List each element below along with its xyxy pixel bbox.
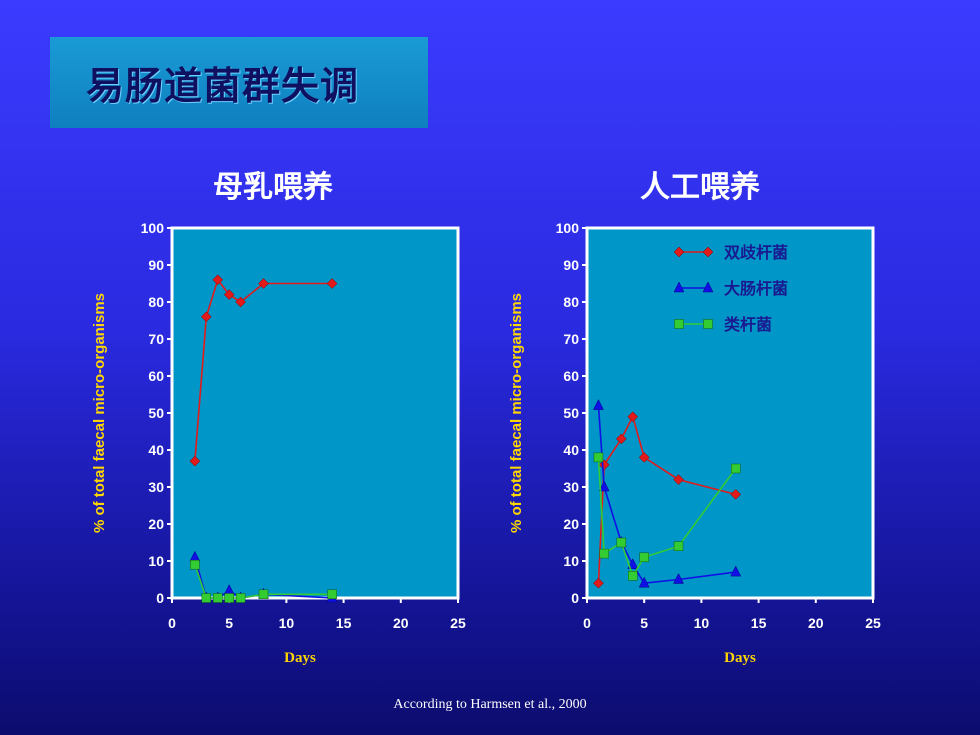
y-tick-label: 20 (563, 516, 579, 532)
y-tick-label: 70 (148, 331, 164, 347)
x-tick-label: 10 (694, 615, 710, 631)
y-tick-label: 100 (141, 220, 165, 236)
data-point-bacteroides (730, 463, 741, 474)
data-point-coli (598, 480, 610, 492)
y-tick-label: 40 (563, 442, 579, 458)
slide-title: 易肠道菌群失调 (86, 64, 360, 108)
y-tick-label: 100 (556, 220, 580, 236)
y-tick-label: 20 (148, 516, 164, 532)
chart-1: 0 10 20 30 40 50 60 70 80 90 100 0 5 10 15 20 25 % of tot… (508, 220, 881, 666)
legend-marker-bifido (673, 246, 685, 258)
data-point-bifido (593, 577, 604, 589)
data-point-bacteroides (201, 593, 212, 603)
data-point-bacteroides (224, 593, 234, 603)
data-point-bacteroides (616, 537, 627, 548)
y-tick-label: 30 (148, 479, 164, 495)
x-tick-label: 20 (808, 615, 824, 631)
x-tick-label: 15 (751, 615, 767, 631)
data-point-bacteroides (639, 552, 649, 563)
data-point-bifido (258, 278, 269, 289)
y-tick-label: 10 (148, 553, 164, 569)
legend-marker-coli (702, 281, 714, 293)
data-point-bacteroides (235, 593, 246, 603)
x-tick-label: 0 (583, 615, 591, 631)
x-tick-label: 25 (450, 615, 466, 631)
x-axis-label: Days (724, 650, 756, 666)
legend-label-coli: 大肠杆菌 (724, 279, 788, 298)
data-point-coli (673, 572, 684, 584)
y-tick-label: 70 (563, 331, 579, 347)
data-point-bacteroides (599, 548, 609, 559)
data-point-bifido (223, 289, 235, 300)
y-tick-label: 30 (563, 479, 579, 495)
data-point-coli (730, 565, 742, 577)
citation-footer: According to Harmsen et al., 2000 (393, 697, 587, 712)
data-point-bifido (638, 452, 650, 463)
data-point-bifido (200, 311, 212, 323)
y-tick-label: 50 (148, 405, 164, 421)
data-point-coli (638, 576, 650, 588)
data-point-bifido (615, 433, 627, 445)
legend-marker-coli (673, 281, 685, 293)
legend-marker-bacteroides (703, 319, 713, 329)
data-point-coli (593, 399, 604, 410)
y-tick-label: 80 (148, 294, 164, 310)
data-point-bifido (235, 296, 246, 308)
data-point-bacteroides (327, 589, 337, 600)
data-point-bacteroides (628, 571, 638, 581)
y-tick-label: 90 (148, 257, 164, 273)
y-tick-label: 10 (563, 553, 579, 569)
y-tick-label: 60 (148, 368, 164, 384)
y-tick-label: 60 (563, 368, 579, 384)
data-point-bifido (627, 411, 639, 423)
plot-area (585, 226, 875, 600)
legend-label-bacteroides: 类杆菌 (724, 315, 772, 334)
chart-title-formulafed: 人工喂养 (640, 170, 760, 205)
x-tick-label: 25 (865, 615, 881, 631)
data-point-bifido (212, 274, 224, 286)
x-tick-label: 15 (336, 615, 352, 631)
legend-marker-bifido (702, 246, 714, 258)
legend-label-bifido: 双歧杆菌 (724, 243, 788, 262)
data-point-bifido (189, 455, 201, 467)
chart-0: 0 10 20 30 40 50 60 70 80 90 100 0 5 10 15 20 25 % of tot… (91, 220, 466, 666)
data-point-bacteroides (258, 589, 269, 600)
chart-title-breastfed: 母乳喂养 (213, 170, 333, 205)
y-tick-label: 80 (563, 294, 579, 310)
data-point-bacteroides (213, 593, 223, 603)
x-tick-label: 5 (640, 615, 648, 631)
x-tick-label: 0 (168, 615, 176, 631)
data-point-bacteroides (673, 541, 684, 551)
data-point-bifido (730, 489, 742, 500)
y-tick-label: 0 (571, 590, 579, 606)
legend-marker-bacteroides (674, 319, 684, 329)
x-tick-label: 5 (225, 615, 233, 631)
slide-title-box: 易肠道菌群失调 (50, 37, 428, 128)
x-tick-label: 20 (393, 615, 409, 631)
data-point-bacteroides (190, 559, 200, 570)
x-axis-label: Days (284, 650, 316, 666)
y-axis-label: % of total faecal micro-organisms (91, 293, 108, 533)
y-tick-label: 90 (563, 257, 579, 273)
x-tick-label: 10 (279, 615, 295, 631)
y-tick-label: 50 (563, 405, 579, 421)
data-point-bifido (673, 474, 684, 485)
y-tick-label: 40 (148, 442, 164, 458)
plot-area (170, 226, 460, 600)
y-axis-label: % of total faecal micro-organisms (508, 293, 525, 533)
y-tick-label: 0 (156, 590, 164, 606)
data-point-bifido (326, 278, 338, 289)
data-point-bacteroides (593, 452, 604, 463)
